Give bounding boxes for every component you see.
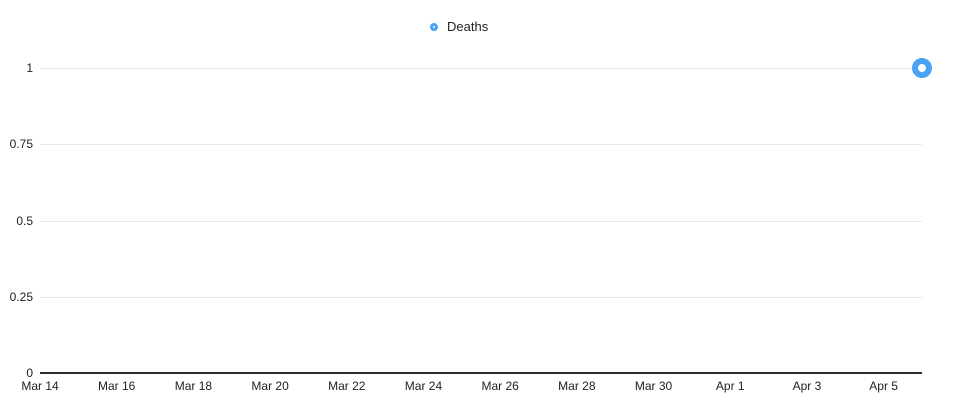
- x-axis-tick-label: Mar 24: [404, 379, 443, 393]
- y-axis-tick-label: 0.75: [9, 137, 33, 151]
- gridline: [40, 68, 922, 69]
- y-axis-tick-label: 0.5: [16, 214, 33, 228]
- y-axis-tick-label: 0.25: [9, 290, 33, 304]
- x-axis-tick-label: Mar 14: [21, 379, 59, 393]
- legend-marker-icon: [430, 23, 438, 31]
- y-axis-tick-label: 1: [26, 61, 33, 75]
- gridline: [40, 221, 922, 222]
- x-axis-line: [40, 372, 922, 374]
- x-axis-tick-label: Apr 1: [715, 379, 745, 393]
- x-axis-tick-label: Mar 26: [481, 379, 519, 393]
- x-axis-tick-label: Mar 16: [98, 379, 136, 393]
- x-axis-tick-label: Apr 5: [869, 379, 898, 393]
- x-axis-tick-label: Apr 3: [792, 379, 822, 393]
- x-axis-tick-label: Mar 22: [328, 379, 366, 393]
- legend-label: Deaths: [447, 19, 489, 34]
- x-axis-tick-label: Mar 30: [634, 379, 673, 393]
- gridline: [40, 297, 922, 298]
- x-axis-tick-label: Mar 28: [558, 379, 596, 393]
- gridline: [40, 144, 922, 145]
- y-axis-tick-label: 0: [26, 366, 33, 380]
- legend-item-deaths[interactable]: Deaths: [430, 19, 488, 35]
- data-point-marker[interactable]: [912, 58, 932, 78]
- x-axis-tick-label: Mar 18: [174, 379, 213, 393]
- x-axis-tick-label: Mar 20: [251, 379, 289, 393]
